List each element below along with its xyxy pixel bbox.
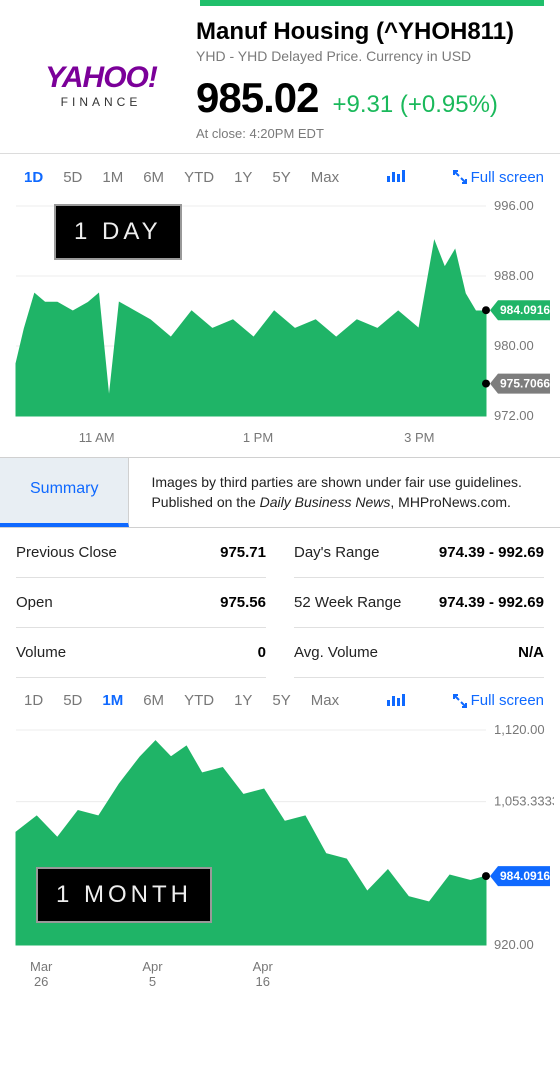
stat-value: N/A (518, 644, 544, 661)
stat-row: Avg. Volume N/A (294, 628, 544, 678)
stat-value: 974.39 - 992.69 (439, 594, 544, 611)
x-tick: Apr 16 (253, 959, 273, 989)
range-1m[interactable]: 1M (94, 692, 131, 709)
range-5y[interactable]: 5Y (264, 169, 298, 186)
range-selector-2: 1D5D1M6MYTD1Y5Y Max Full screen (0, 678, 560, 720)
stat-label: Previous Close (16, 544, 117, 561)
close-info: At close: 4:20PM EDT (196, 126, 544, 141)
chart-1d-xlabels: 11 AM1 PM3 PM (0, 426, 560, 457)
range-1d[interactable]: 1D (16, 692, 51, 709)
disclaimer-part2: , MHProNews.com. (390, 494, 511, 510)
range-1d[interactable]: 1D (16, 169, 51, 186)
fullscreen-button[interactable]: Full screen (453, 169, 544, 186)
title-block: Manuf Housing (^YHOH811) YHD - YHD Delay… (186, 18, 544, 141)
fullscreen-button[interactable]: Full screen (453, 692, 544, 709)
badge-1day: 1 DAY (54, 204, 182, 260)
range-ytd[interactable]: YTD (176, 169, 222, 186)
svg-text:996.00: 996.00 (494, 198, 534, 213)
svg-text:988.00: 988.00 (494, 268, 534, 283)
stat-row: Open 975.56 (16, 578, 266, 628)
stat-value: 975.56 (220, 594, 266, 611)
chart-1m: 1,120.00 1,053.3333 920.00 984.0916 1 MONTH (0, 720, 560, 955)
disclaimer-text: Images by third parties are shown under … (129, 458, 560, 527)
range-5d[interactable]: 5D (55, 692, 90, 709)
range-1y[interactable]: 1Y (226, 169, 260, 186)
fullscreen-icon (453, 170, 467, 184)
range-1m[interactable]: 1M (94, 169, 131, 186)
fullscreen-label: Full screen (471, 169, 544, 186)
x-tick: 11 AM (16, 430, 177, 445)
stat-label: Open (16, 594, 53, 611)
stock-header: YAHOO! FINANCE Manuf Housing (^YHOH811) … (0, 18, 560, 154)
stock-change: +9.31 (+0.95%) (332, 91, 497, 119)
svg-text:920.00: 920.00 (494, 937, 534, 952)
stat-value: 0 (258, 644, 266, 661)
disclaimer-ital: Daily Business News (260, 494, 391, 510)
x-tick: 1 PM (177, 430, 338, 445)
x-tick: 3 PM (339, 430, 500, 445)
yahoo-finance-logo: YAHOO! FINANCE (16, 18, 186, 141)
range-5y[interactable]: 5Y (264, 692, 298, 709)
svg-text:984.0916: 984.0916 (500, 869, 550, 883)
stat-row: 52 Week Range 974.39 - 992.69 (294, 578, 544, 628)
svg-text:980.00: 980.00 (494, 338, 534, 353)
chart-type-icon[interactable] (387, 692, 405, 710)
stock-subtitle: YHD - YHD Delayed Price. Currency in USD (196, 48, 544, 64)
stat-row: Previous Close 975.71 (16, 528, 266, 578)
fullscreen-icon (453, 694, 467, 708)
stock-price: 985.02 (196, 74, 318, 122)
chart-1d: 996.00 988.00 980.00 972.00 984.0916 975.7066… (0, 196, 560, 426)
fullscreen-label: Full screen (471, 692, 544, 709)
logo-brand: YAHOO! (45, 63, 157, 93)
stat-value: 974.39 - 992.69 (439, 544, 544, 561)
range-6m[interactable]: 6M (135, 692, 172, 709)
summary-row: Summary Images by third parties are show… (0, 457, 560, 528)
range-5d[interactable]: 5D (55, 169, 90, 186)
stat-row: Day's Range 974.39 - 992.69 (294, 528, 544, 578)
x-tick: Apr 5 (142, 959, 162, 989)
stat-row: Volume 0 (16, 628, 266, 678)
x-tick: Mar 26 (30, 959, 52, 989)
range-6m[interactable]: 6M (135, 169, 172, 186)
stat-label: 52 Week Range (294, 594, 401, 611)
summary-tab[interactable]: Summary (0, 458, 129, 527)
svg-text:984.0916: 984.0916 (500, 303, 550, 317)
stock-name: Manuf Housing (^YHOH811) (196, 18, 544, 46)
svg-text:1,120.00: 1,120.00 (494, 722, 545, 737)
stat-label: Day's Range (294, 544, 379, 561)
range-max[interactable]: Max (303, 692, 347, 709)
stats-grid: Previous Close 975.71 Day's Range 974.39 - … (0, 528, 560, 678)
svg-text:1,053.3333: 1,053.3333 (494, 793, 554, 808)
range-selector-1: 1D5D1M6MYTD1Y5Y Max Full screen (0, 154, 560, 196)
stat-label: Volume (16, 644, 66, 661)
badge-1month: 1 MONTH (36, 867, 212, 923)
range-ytd[interactable]: YTD (176, 692, 222, 709)
stat-value: 975.71 (220, 544, 266, 561)
logo-sub: FINANCE (61, 95, 142, 109)
range-max[interactable]: Max (303, 169, 347, 186)
svg-text:972.00: 972.00 (494, 408, 534, 423)
chart-type-icon[interactable] (387, 168, 405, 186)
stat-label: Avg. Volume (294, 644, 378, 661)
range-1y[interactable]: 1Y (226, 692, 260, 709)
accent-bar (200, 0, 544, 6)
svg-text:975.7066: 975.7066 (500, 377, 550, 391)
chart-1m-xlabels: Mar 26 Apr 5 Apr 16 (0, 955, 560, 1001)
